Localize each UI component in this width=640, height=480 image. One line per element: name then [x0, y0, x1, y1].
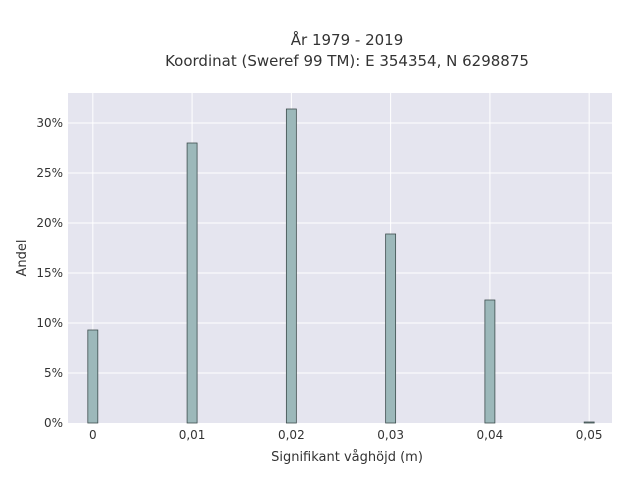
bar	[385, 233, 397, 424]
y-tick-label: 5%	[44, 366, 63, 380]
bar	[87, 329, 99, 424]
x-tick-label: 0,04	[477, 428, 504, 442]
bar	[583, 421, 595, 424]
bar	[186, 142, 198, 424]
x-tick-label: 0,01	[179, 428, 206, 442]
y-axis-title: Andel	[15, 240, 30, 277]
bars	[87, 108, 595, 424]
chart-title-line-2: Koordinat (Sweref 99 TM): E 354354, N 62…	[165, 52, 529, 70]
plot-area	[68, 93, 612, 423]
x-axis-ticks: 0 0,01 0,02 0,03 0,04 0,05	[89, 428, 603, 442]
y-tick-label: 20%	[36, 216, 63, 230]
y-tick-label: 10%	[36, 316, 63, 330]
bar	[484, 299, 496, 424]
y-tick-label: 15%	[36, 266, 63, 280]
x-tick-label: 0,02	[278, 428, 305, 442]
y-tick-label: 25%	[36, 166, 63, 180]
x-tick-label: 0,05	[576, 428, 603, 442]
x-axis-title: Signifikant våghöjd (m)	[271, 450, 423, 465]
y-tick-label: 30%	[36, 116, 63, 130]
x-tick-label: 0,03	[377, 428, 404, 442]
y-axis-ticks: 0% 5% 10% 15% 20% 25% 30%	[36, 116, 63, 430]
chart-title-line-1: År 1979 - 2019	[291, 30, 404, 49]
bar	[285, 108, 297, 424]
y-tick-label: 0%	[44, 416, 63, 430]
x-tick-label: 0	[89, 428, 97, 442]
